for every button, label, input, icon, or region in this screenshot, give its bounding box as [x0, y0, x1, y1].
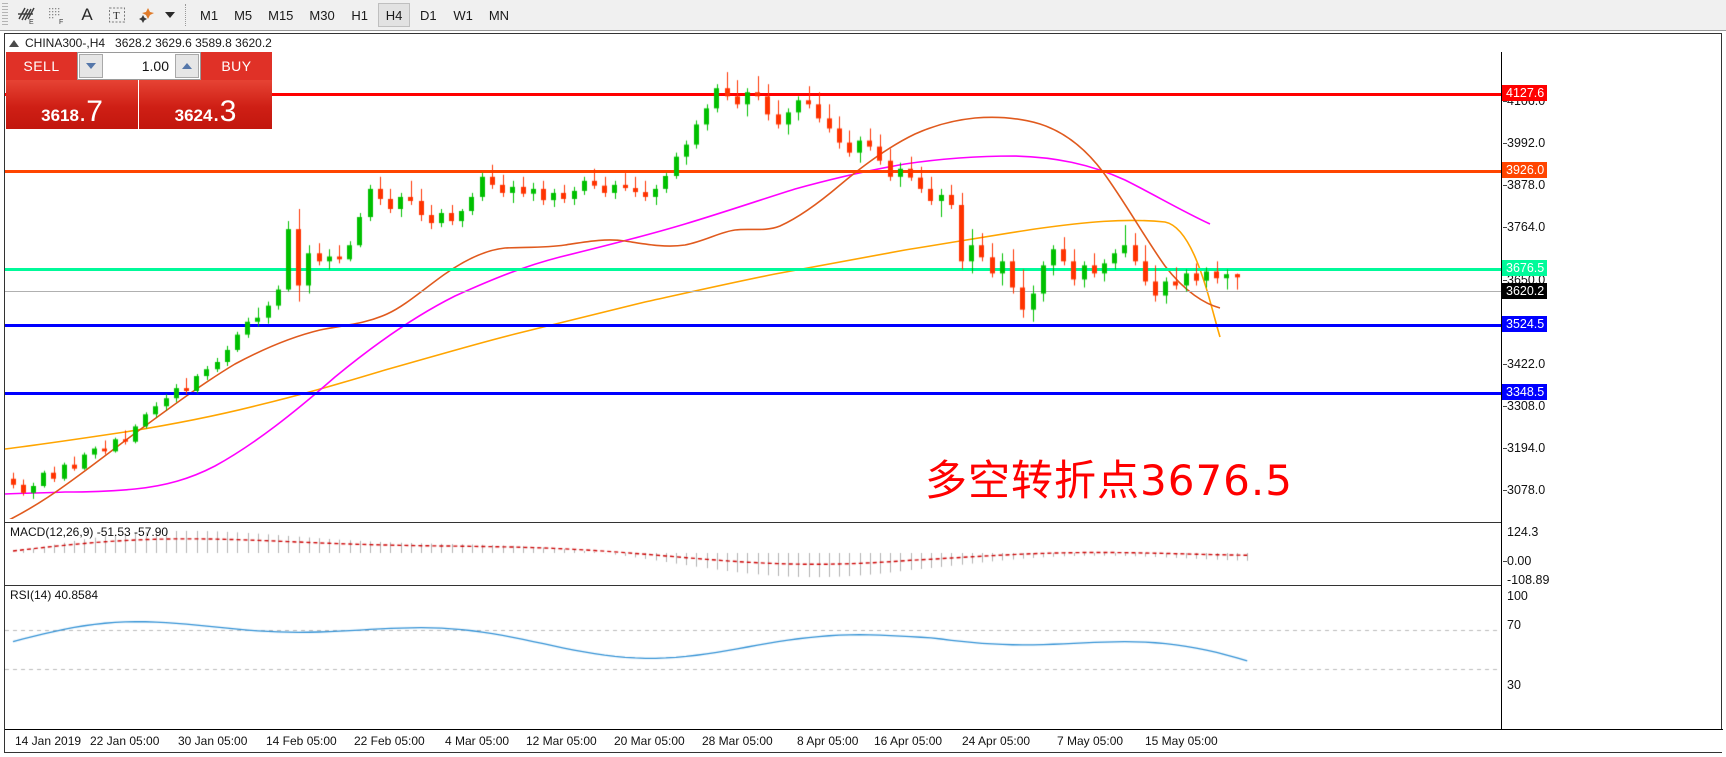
price-badge-last: 3620.2 [1502, 283, 1548, 299]
time-label-4: 22 Feb 05:00 [354, 734, 425, 748]
price-tick-3878: 3878.0 [1503, 178, 1545, 192]
text-box-icon[interactable]: T [102, 1, 132, 29]
macd-tick-min: -108.89 [1507, 573, 1550, 587]
sell-button[interactable]: SELL [6, 52, 77, 80]
sell-price-fraction: 7 [86, 95, 103, 128]
macd-tick-zero: 0.00 [1503, 554, 1531, 568]
price-tick-3422: 3422.0 [1503, 357, 1545, 371]
price-badge-3348[interactable]: 3348.5 [1502, 384, 1548, 400]
rsi-tick-70: 70 [1507, 618, 1521, 632]
timeframe-h1[interactable]: H1 [351, 7, 369, 23]
svg-text:F: F [59, 19, 63, 25]
price-badge-4127[interactable]: 4127.6 [1502, 85, 1548, 101]
time-label-9: 8 Apr 05:00 [797, 734, 859, 748]
time-label-11: 24 Apr 05:00 [962, 734, 1031, 748]
buy-price-fraction: 3 [219, 95, 237, 128]
macd-pane[interactable]: MACD(12,26,9) -51.53 -57.90 [5, 522, 1501, 582]
price-badge-3524[interactable]: 3524.5 [1502, 316, 1548, 332]
volume-increase-button[interactable] [175, 54, 199, 78]
time-axis[interactable]: 14 Jan 2019 22 Jan 05:00 30 Jan 05:00 14… [5, 729, 1723, 752]
one-click-trading-panel[interactable]: SELL 1.00 BUY 3618 . 7 3624 . 3 [6, 52, 272, 129]
price-tick-3078: 3078.0 [1503, 483, 1545, 497]
price-badge-3676[interactable]: 3676.5 [1502, 260, 1548, 276]
time-label-3: 14 Feb 05:00 [266, 734, 337, 748]
timeframe-d1[interactable]: D1 [420, 7, 437, 23]
main-toolbar: E F A T [0, 0, 1726, 31]
volume-decrease-button[interactable] [79, 54, 103, 78]
price-tick-3992: 3992.0 [1503, 136, 1545, 150]
indicator-list-icon[interactable]: F [42, 1, 72, 29]
timeframe-m5[interactable]: M5 [234, 7, 253, 23]
price-tick-3764: 3764.0 [1503, 220, 1545, 234]
toolbar-separator [185, 4, 186, 26]
time-label-7: 20 Mar 05:00 [614, 734, 685, 748]
sell-price-separator: . [78, 97, 87, 127]
time-label-12: 7 May 05:00 [1057, 734, 1124, 748]
rsi-pane[interactable]: RSI(14) 40.8584 [5, 585, 1501, 713]
chevron-up-icon [182, 63, 192, 69]
price-badge-3926[interactable]: 3926.0 [1502, 162, 1548, 178]
time-label-5: 4 Mar 05:00 [445, 734, 510, 748]
collapse-triangle-icon[interactable] [9, 39, 19, 47]
chart-frame: CHINA300-,H4 3628.2 3629.6 3589.8 3620.2 [4, 33, 1723, 753]
time-label-8: 28 Mar 05:00 [702, 734, 773, 748]
price-tick-3308: 3308.0 [1503, 399, 1545, 413]
buy-price-display[interactable]: 3624 . 3 [139, 80, 272, 129]
time-label-6: 12 Mar 05:00 [526, 734, 597, 748]
rsi-label: RSI(14) 40.8584 [10, 588, 99, 602]
timeframe-mn[interactable]: MN [488, 7, 510, 23]
objects-icon[interactable] [132, 1, 162, 29]
rsi-canvas [5, 586, 1501, 713]
svg-text:E: E [29, 19, 34, 25]
symbol-ohlc-text: CHINA300-,H4 3628.2 3629.6 3589.8 3620.2 [25, 36, 272, 50]
chevron-down-icon [86, 63, 96, 69]
trade-panel-top-row: SELL 1.00 BUY [6, 52, 272, 80]
time-label-10: 16 Apr 05:00 [874, 734, 943, 748]
macd-tick-max: 124.3 [1507, 525, 1539, 539]
buy-price-integer: 3624 [174, 106, 213, 125]
rsi-tick-30: 30 [1507, 678, 1521, 692]
dropdown-arrow-icon[interactable] [162, 1, 178, 29]
rsi-tick-100: 100 [1507, 589, 1528, 603]
expert-advisor-icon[interactable]: E [12, 1, 42, 29]
time-label-1: 22 Jan 05:00 [90, 734, 160, 748]
macd-canvas [5, 523, 1501, 582]
volume-value[interactable]: 1.00 [141, 58, 169, 74]
buy-price-separator: . [212, 97, 220, 127]
sell-price-display[interactable]: 3618 . 7 [6, 80, 139, 129]
timeframe-h4[interactable]: H4 [377, 3, 411, 27]
timeframe-m1[interactable]: M1 [200, 7, 219, 23]
sell-price-integer: 3618 [41, 106, 79, 125]
svg-text:T: T [113, 10, 120, 22]
text-label-icon[interactable]: A [81, 5, 93, 24]
timeframe-m30[interactable]: M30 [309, 7, 335, 23]
macd-label: MACD(12,26,9) -51.53 -57.90 [10, 525, 169, 539]
price-axis[interactable]: 4106.0 3992.0 3878.0 3764.0 3650.0 3536.… [1501, 52, 1721, 752]
price-chart-pane[interactable]: 多空转折点3676.5 [5, 52, 1501, 519]
timeframe-w1[interactable]: W1 [453, 7, 473, 23]
time-label-2: 30 Jan 05:00 [178, 734, 248, 748]
time-label-0: 14 Jan 2019 [15, 734, 82, 748]
chart-annotation-text[interactable]: 多空转折点3676.5 [925, 456, 1293, 505]
timeframe-m15[interactable]: M15 [268, 7, 294, 23]
trade-panel-price-row: 3618 . 7 3624 . 3 [6, 80, 272, 129]
buy-button[interactable]: BUY [201, 52, 272, 80]
symbol-info-bar: CHINA300-,H4 3628.2 3629.6 3589.8 3620.2 [5, 34, 1721, 52]
volume-stepper[interactable]: 1.00 [77, 52, 201, 80]
price-tick-3194: 3194.0 [1503, 441, 1545, 455]
toolbar-drag-handle[interactable] [2, 3, 8, 27]
time-label-13: 15 May 05:00 [1145, 734, 1218, 748]
candlestick-canvas [5, 52, 1501, 519]
